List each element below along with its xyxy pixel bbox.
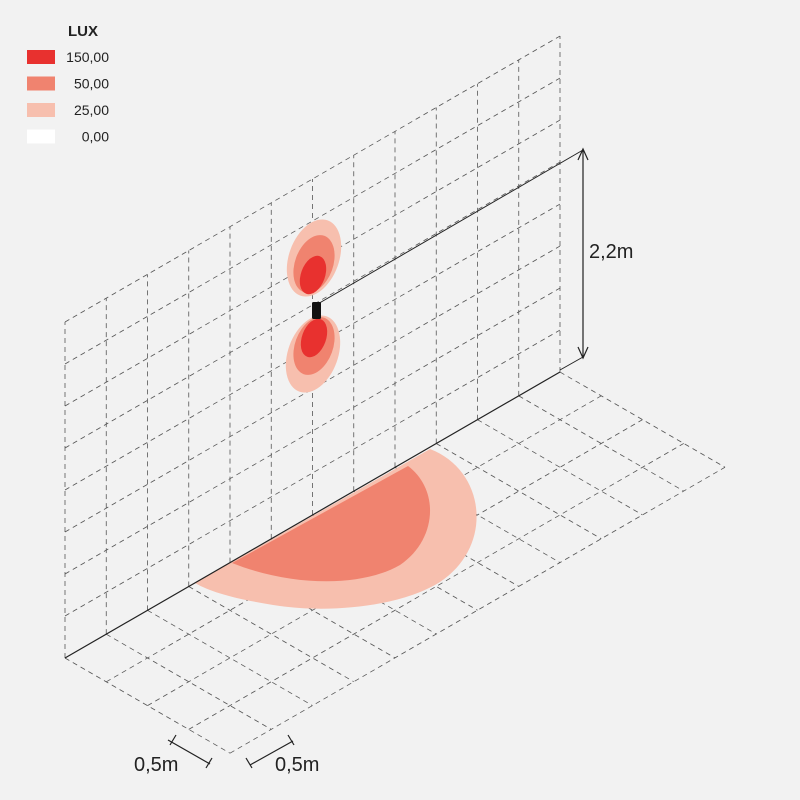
depth-label: 0,5m [134, 754, 178, 776]
dimension-tick [205, 757, 213, 769]
legend-label: 25,00 [74, 102, 109, 118]
dimension-tick [245, 757, 253, 769]
legend-swatch [27, 50, 55, 64]
lower-lobe [285, 315, 341, 393]
dimension-tick [169, 734, 177, 746]
legend-label: 0,00 [82, 129, 109, 145]
legend-label: 50,00 [74, 76, 109, 92]
lobe-zone-150 [300, 318, 328, 358]
legend: LUX 150,00 50,00 25,00 0,00 [27, 23, 109, 145]
height-reference-line [559, 356, 584, 371]
legend-swatch [27, 129, 55, 144]
floor-grid-line [477, 419, 643, 516]
floor-grid-line [147, 609, 313, 706]
floor-zone-50 [232, 466, 431, 582]
height-dimension: 2,2m [577, 147, 633, 360]
dimension-tick [287, 734, 295, 746]
depth-dimension: 0,5m [134, 734, 213, 776]
floor-grid-line [559, 371, 726, 468]
floor-grid-line [64, 657, 231, 754]
wall-base-line [64, 371, 561, 659]
floor-grid-line [436, 443, 602, 540]
floor-grid-line [106, 633, 272, 730]
upper-lobe [286, 219, 342, 297]
height-reference-line [315, 149, 584, 306]
luminaire [312, 302, 321, 319]
width-label: 0,5m [275, 754, 319, 776]
height-label: 2,2m [589, 241, 633, 263]
dimension-line [167, 739, 211, 765]
grid [64, 35, 726, 754]
lobe-zone-150 [299, 255, 327, 295]
width-dimension: 0,5m [245, 734, 319, 776]
dimension-line [249, 740, 294, 766]
floor-grid-line [188, 586, 354, 683]
floor-grid-line [518, 395, 684, 492]
legend-swatch [27, 103, 55, 117]
arrow-head [577, 147, 589, 161]
legend-title: LUX [68, 23, 98, 40]
legend-swatch [27, 76, 55, 91]
arrow-head [577, 346, 589, 360]
legend-label: 150,00 [66, 49, 109, 65]
